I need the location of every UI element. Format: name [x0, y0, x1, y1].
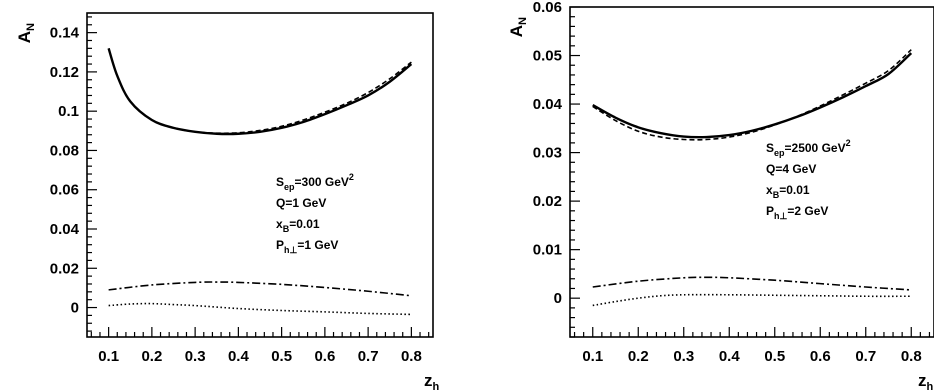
parameter-annotation: xB=0.01: [766, 183, 810, 200]
x-tick-label: 0.1: [582, 348, 603, 365]
y-tick-label: 0.12: [50, 64, 79, 81]
x-tick-label: 0.7: [855, 348, 876, 365]
x-tick-label: 0.8: [901, 348, 922, 365]
x-axis-label: zh: [918, 371, 934, 391]
x-tick-label: 0.2: [141, 348, 162, 365]
series-line-dotted: [108, 302, 412, 316]
series-line-dashed: [107, 48, 412, 135]
y-tick-label: 0.02: [533, 193, 562, 210]
parameter-annotation: Ph⊥=1 GeV: [276, 238, 338, 255]
x-tick-label: 0.8: [401, 348, 422, 365]
chart-panel-2: 0.1 0.2 0.3 0.4 0.5 0.6 0.7 0.8 0 0.01 0.02 0.03 0.0…: [507, 0, 934, 391]
y-tick-label: 0.08: [50, 142, 79, 159]
x-tick-label: 0.6: [810, 348, 831, 365]
y-tick-label: 0.06: [533, 0, 562, 16]
x-tick-label: 0.2: [628, 348, 649, 365]
parameter-annotation: Ph⊥=2 GeV: [766, 204, 828, 221]
x-tick-label: 0.4: [228, 348, 250, 365]
x-tick-label: 0.3: [673, 348, 694, 365]
plot-frame: [569, 6, 934, 338]
parameter-annotation: xB=0.01: [276, 217, 320, 234]
y-tick-label: 0.06: [50, 182, 79, 199]
x-axis-label: zh: [424, 371, 440, 391]
x-tick-label: 0.3: [185, 348, 206, 365]
y-tick-label: 0.14: [50, 25, 80, 42]
plot-frame: [86, 12, 434, 338]
x-tick-label: 0.4: [719, 348, 741, 365]
series-line-dotted: [592, 293, 912, 307]
parameter-annotation: Q=4 GeV: [766, 162, 816, 176]
y-tick-label: 0.02: [50, 260, 79, 277]
y-tick-label: 0.01: [533, 242, 562, 259]
y-tick-label: 0.1: [58, 103, 79, 120]
x-tick-label: 0.5: [271, 348, 292, 365]
y-tick-label: 0.05: [533, 48, 562, 65]
y-tick-label: 0.04: [50, 221, 80, 238]
x-tick-label: 0.6: [314, 348, 335, 365]
x-tick-label: 0.5: [764, 348, 785, 365]
y-axis-label: AN: [507, 17, 529, 37]
x-tick-label: 0.7: [358, 348, 379, 365]
series-line-dashdot: [108, 281, 412, 297]
parameter-annotation: Sep=300 GeV2: [276, 172, 354, 192]
x-tick-label: 0.1: [98, 348, 119, 365]
series-line-dashed: [592, 49, 912, 141]
y-tick-label: 0: [71, 300, 79, 317]
parameter-annotation: Q=1 GeV: [276, 196, 326, 210]
series-line-solid: [592, 52, 913, 139]
parameter-annotation: Sep=2500 GeV2: [766, 138, 851, 158]
chart-panel-1: 0.1 0.2 0.3 0.4 0.5 0.6 0.7 0.8 0 0.02 0.04 0.06 0.0…: [15, 12, 440, 391]
series-line-dashdot: [592, 276, 912, 291]
y-tick-label: 0.03: [533, 145, 562, 162]
y-tick-label: 0.04: [533, 96, 563, 113]
y-axis-label: AN: [15, 23, 37, 43]
y-tick-label: 0: [554, 290, 562, 307]
